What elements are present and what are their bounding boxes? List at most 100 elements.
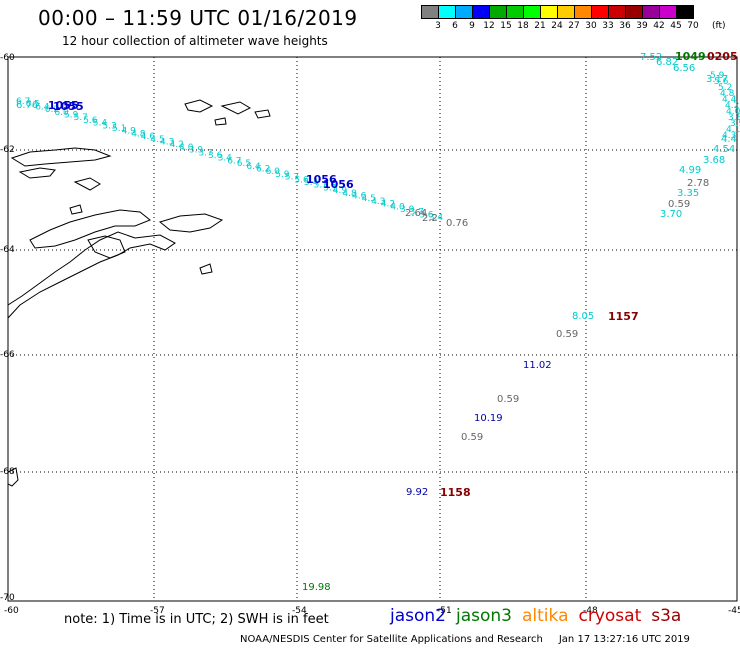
satellite-jason3: jason3 [456, 606, 512, 626]
color-legend: 3 6 9 12 15 18 21 24 27 30 33 36 39 42 45 70 (ft) [421, 5, 740, 31]
track-value-label: 5.6 [294, 175, 309, 185]
track-value-label: 3.8 [728, 113, 740, 123]
legend-unit: (ft) [712, 21, 726, 31]
track-value-label: 5.9 [710, 71, 725, 81]
footer-note: note: 1) Time is in UTC; 2) SWH is in fe… [64, 612, 329, 627]
observation-value: 3.35 [677, 188, 699, 199]
observation-value: 4.99 [679, 165, 701, 176]
coastline [214, 117, 227, 126]
observation-value: 0.59 [556, 329, 578, 340]
longitude-label: -60 [4, 606, 19, 616]
track-time-label: 1055 [48, 99, 79, 112]
track-time-label: 0205 [707, 50, 738, 63]
track-value-label: 4.0 [390, 202, 405, 212]
track-value-label: 4.9 [333, 186, 348, 196]
track-value-label: 3.6 [208, 151, 223, 161]
track-value-label: 5.3 [314, 181, 328, 191]
track-value-label: 5.6 [714, 77, 729, 87]
coastline [184, 99, 214, 113]
observation-value: 9.92 [406, 487, 428, 498]
track-value-label: 4.1 [726, 125, 740, 135]
legend-tick-label: 15 [500, 21, 512, 31]
latitude-label: -66 [0, 350, 15, 360]
legend-swatches [421, 5, 740, 19]
observation-value: 6.82 [656, 57, 678, 68]
observation-value: 6.56 [673, 63, 695, 74]
track-value-label: 5.1 [323, 183, 337, 193]
credit-line: NOAA/NESDIS Center for Satellite Applica… [240, 634, 690, 645]
longitude-label: -48 [583, 606, 598, 616]
track-value-label: 5.7 [285, 173, 299, 183]
track-value-label: 6.7 [227, 156, 241, 166]
coastline [158, 213, 224, 233]
legend-tick-label: 45 [670, 21, 682, 31]
coastline [69, 204, 83, 215]
coastline [87, 235, 126, 259]
longitude-label: -45 [728, 606, 740, 616]
track-value-label: 4.3 [722, 131, 736, 141]
track-time-label: 1049 [675, 50, 706, 63]
legend-swatch [676, 5, 694, 19]
longitude-label: -54 [292, 606, 307, 616]
observation-value: 11.02 [523, 360, 552, 371]
observation-value: 6.76 [16, 100, 38, 111]
track-value-label: 4.5 [150, 135, 164, 145]
satellite-s3a: s3a [651, 606, 682, 626]
map-frame [7, 56, 738, 602]
observation-value: 3.70 [660, 209, 682, 220]
track-value-label: 4.6 [141, 132, 156, 142]
legend-tick-label: 6 [452, 21, 458, 31]
observation-value: 0.76 [446, 218, 468, 229]
legend-tick-label: 3 [435, 21, 441, 31]
track-value-label: 5.3 [102, 121, 116, 131]
credit-text: NOAA/NESDIS Center for Satellite Applica… [240, 634, 543, 645]
track-value-label: 5.6 [83, 116, 98, 126]
legend-tick-label: 42 [653, 21, 665, 31]
observation-value: 2.2 [422, 213, 438, 224]
coastline [7, 467, 19, 487]
track-value-label: 3.9 [189, 146, 204, 156]
timestamp: Jan 17 13:27:16 UTC 2019 [558, 634, 690, 645]
observation-value: 0.59 [668, 199, 690, 210]
track-value-label: 6.4 [35, 102, 50, 112]
track-value-label: 6.7 [16, 97, 30, 107]
track-time-label: 1157 [608, 310, 639, 323]
track-value-label: 4.2 [170, 140, 184, 150]
track-value-label: 4.8 [342, 189, 357, 199]
track-value-label: 5.4 [304, 178, 319, 188]
legend-tick-labels: 3 6 9 12 15 18 21 24 27 30 33 36 39 42 45 70 (ft) [421, 19, 740, 31]
track-value-label: 4.3 [160, 138, 174, 148]
coastline [73, 177, 101, 191]
observation-value: 10.19 [474, 413, 503, 424]
observation-value: 3.68 [703, 155, 725, 166]
longitude-label: -57 [150, 606, 165, 616]
track-value-label: 5.1 [112, 124, 126, 134]
observation-value: 7.52 [640, 52, 662, 63]
coastline [7, 231, 176, 320]
coastline [18, 167, 56, 179]
observation-value: 8.05 [572, 311, 594, 322]
longitude-label: -51 [437, 606, 452, 616]
legend-tick-label: 21 [534, 21, 546, 31]
satellite-jason2: jason2 [390, 606, 446, 626]
track-time-label: 1158 [440, 486, 471, 499]
satellite-altika: altika [522, 606, 569, 626]
latitude-label: -62 [0, 145, 15, 155]
track-value-label: 6.2 [45, 105, 59, 115]
legend-tick-label: 30 [585, 21, 597, 31]
track-value-label: 4.3 [371, 197, 385, 207]
observation-value: 2.64 [405, 208, 427, 219]
track-value-label: 4.8 [720, 89, 735, 99]
track-value-label: 5.4 [93, 119, 108, 129]
track-value-label: 6.2 [256, 165, 270, 175]
track-value-label: 3.7 [410, 208, 424, 218]
coastline [29, 209, 151, 249]
track-value-label: 5.9 [275, 170, 290, 180]
track-value-label: 5.7 [74, 113, 88, 123]
track-value-label: 4.9 [122, 127, 137, 137]
track-value-label: 4.0 [179, 143, 194, 153]
track-value-label: 4.8 [131, 129, 146, 139]
track-value-label: 4.4 [722, 95, 737, 105]
legend-tick-label: 12 [483, 21, 495, 31]
page-subtitle: 12 hour collection of altimeter wave hei… [62, 34, 328, 48]
